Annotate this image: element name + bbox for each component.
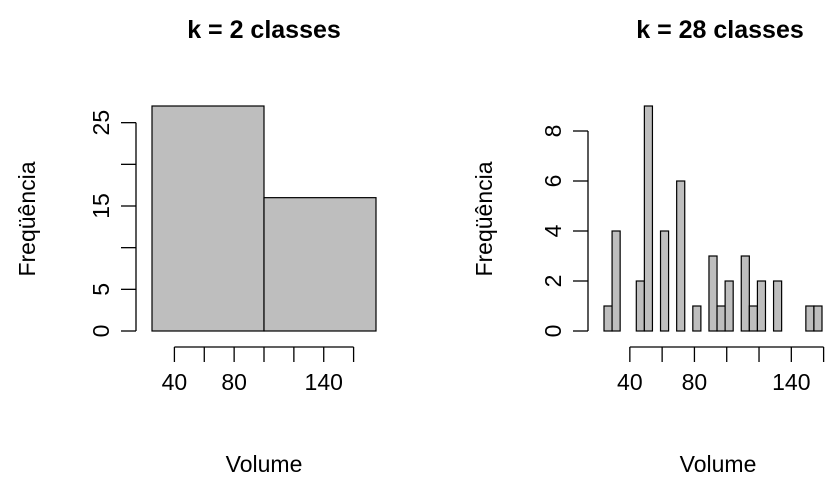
bar bbox=[708, 255, 718, 332]
bar bbox=[772, 280, 783, 332]
x-axis-label: Volume bbox=[226, 451, 303, 477]
bar bbox=[756, 280, 767, 332]
x-tick-label: 140 bbox=[772, 369, 810, 395]
bar bbox=[676, 180, 686, 332]
bar bbox=[716, 305, 726, 332]
x-tick-label: 40 bbox=[617, 369, 643, 395]
bar bbox=[263, 197, 377, 332]
bar bbox=[659, 230, 670, 332]
y-tick-label: 0 bbox=[88, 325, 114, 338]
bar-group bbox=[603, 105, 823, 332]
y-tick-label: 0 bbox=[540, 325, 566, 338]
y-tick-label: 8 bbox=[540, 125, 566, 138]
y-tick-label: 4 bbox=[540, 224, 566, 237]
y-axis: 0 2 4 6 8 bbox=[540, 125, 589, 338]
y-axis: 0 5 15 25 bbox=[88, 110, 137, 338]
bar bbox=[151, 105, 265, 332]
x-tick-label: 40 bbox=[162, 369, 188, 395]
x-axis: 40 80 140 bbox=[162, 346, 355, 395]
bar bbox=[643, 105, 654, 332]
y-axis-label: Freqüência bbox=[14, 161, 40, 276]
y-tick-label: 25 bbox=[88, 110, 114, 136]
y-tick-label: 5 bbox=[88, 283, 114, 296]
bar-group bbox=[151, 105, 377, 332]
y-tick-label: 15 bbox=[88, 193, 114, 219]
bar bbox=[635, 280, 645, 332]
bar bbox=[603, 305, 613, 332]
x-axis: 40 80 140 bbox=[617, 346, 825, 395]
bar bbox=[813, 305, 823, 332]
x-tick-label: 80 bbox=[221, 369, 247, 395]
histogram-k28: k = 28 classes Volume Freqüência 40 80 140… bbox=[471, 16, 825, 477]
bar bbox=[805, 305, 815, 332]
y-axis-label: Freqüência bbox=[471, 161, 497, 276]
y-tick-label: 6 bbox=[540, 175, 566, 188]
bar bbox=[692, 305, 702, 332]
bar bbox=[748, 305, 759, 332]
chart-title: k = 28 classes bbox=[636, 16, 804, 44]
chart-title: k = 2 classes bbox=[187, 16, 341, 44]
y-tick-label: 2 bbox=[540, 275, 566, 288]
x-axis-label: Volume bbox=[680, 451, 757, 477]
bar bbox=[740, 255, 750, 332]
histogram-k2: k = 2 classes Volume Freqüência 40 80 140 … bbox=[14, 16, 377, 477]
bar bbox=[611, 230, 621, 332]
x-tick-label: 80 bbox=[682, 369, 708, 395]
x-tick-label: 140 bbox=[305, 369, 343, 395]
bar bbox=[724, 280, 734, 332]
